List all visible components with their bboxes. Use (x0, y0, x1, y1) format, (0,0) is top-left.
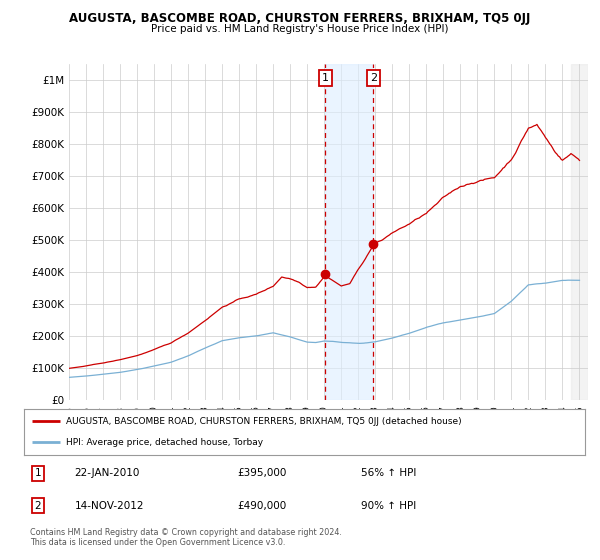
Text: HPI: Average price, detached house, Torbay: HPI: Average price, detached house, Torb… (66, 438, 263, 447)
Text: 56% ↑ HPI: 56% ↑ HPI (361, 468, 416, 478)
Text: Price paid vs. HM Land Registry's House Price Index (HPI): Price paid vs. HM Land Registry's House … (151, 24, 449, 34)
Text: 14-NOV-2012: 14-NOV-2012 (74, 501, 144, 511)
Text: Contains HM Land Registry data © Crown copyright and database right 2024.
This d: Contains HM Land Registry data © Crown c… (30, 528, 342, 547)
Text: 2: 2 (370, 73, 377, 83)
Text: 90% ↑ HPI: 90% ↑ HPI (361, 501, 416, 511)
Text: 1: 1 (322, 73, 329, 83)
Text: AUGUSTA, BASCOMBE ROAD, CHURSTON FERRERS, BRIXHAM, TQ5 0JJ: AUGUSTA, BASCOMBE ROAD, CHURSTON FERRERS… (70, 12, 530, 25)
Bar (571, 64, 588, 400)
Text: 2: 2 (35, 501, 41, 511)
Text: 1: 1 (35, 468, 41, 478)
Text: 22-JAN-2010: 22-JAN-2010 (74, 468, 140, 478)
Text: £490,000: £490,000 (237, 501, 286, 511)
Bar (325, 64, 373, 400)
Text: £395,000: £395,000 (237, 468, 287, 478)
Text: AUGUSTA, BASCOMBE ROAD, CHURSTON FERRERS, BRIXHAM, TQ5 0JJ (detached house): AUGUSTA, BASCOMBE ROAD, CHURSTON FERRERS… (66, 417, 462, 426)
